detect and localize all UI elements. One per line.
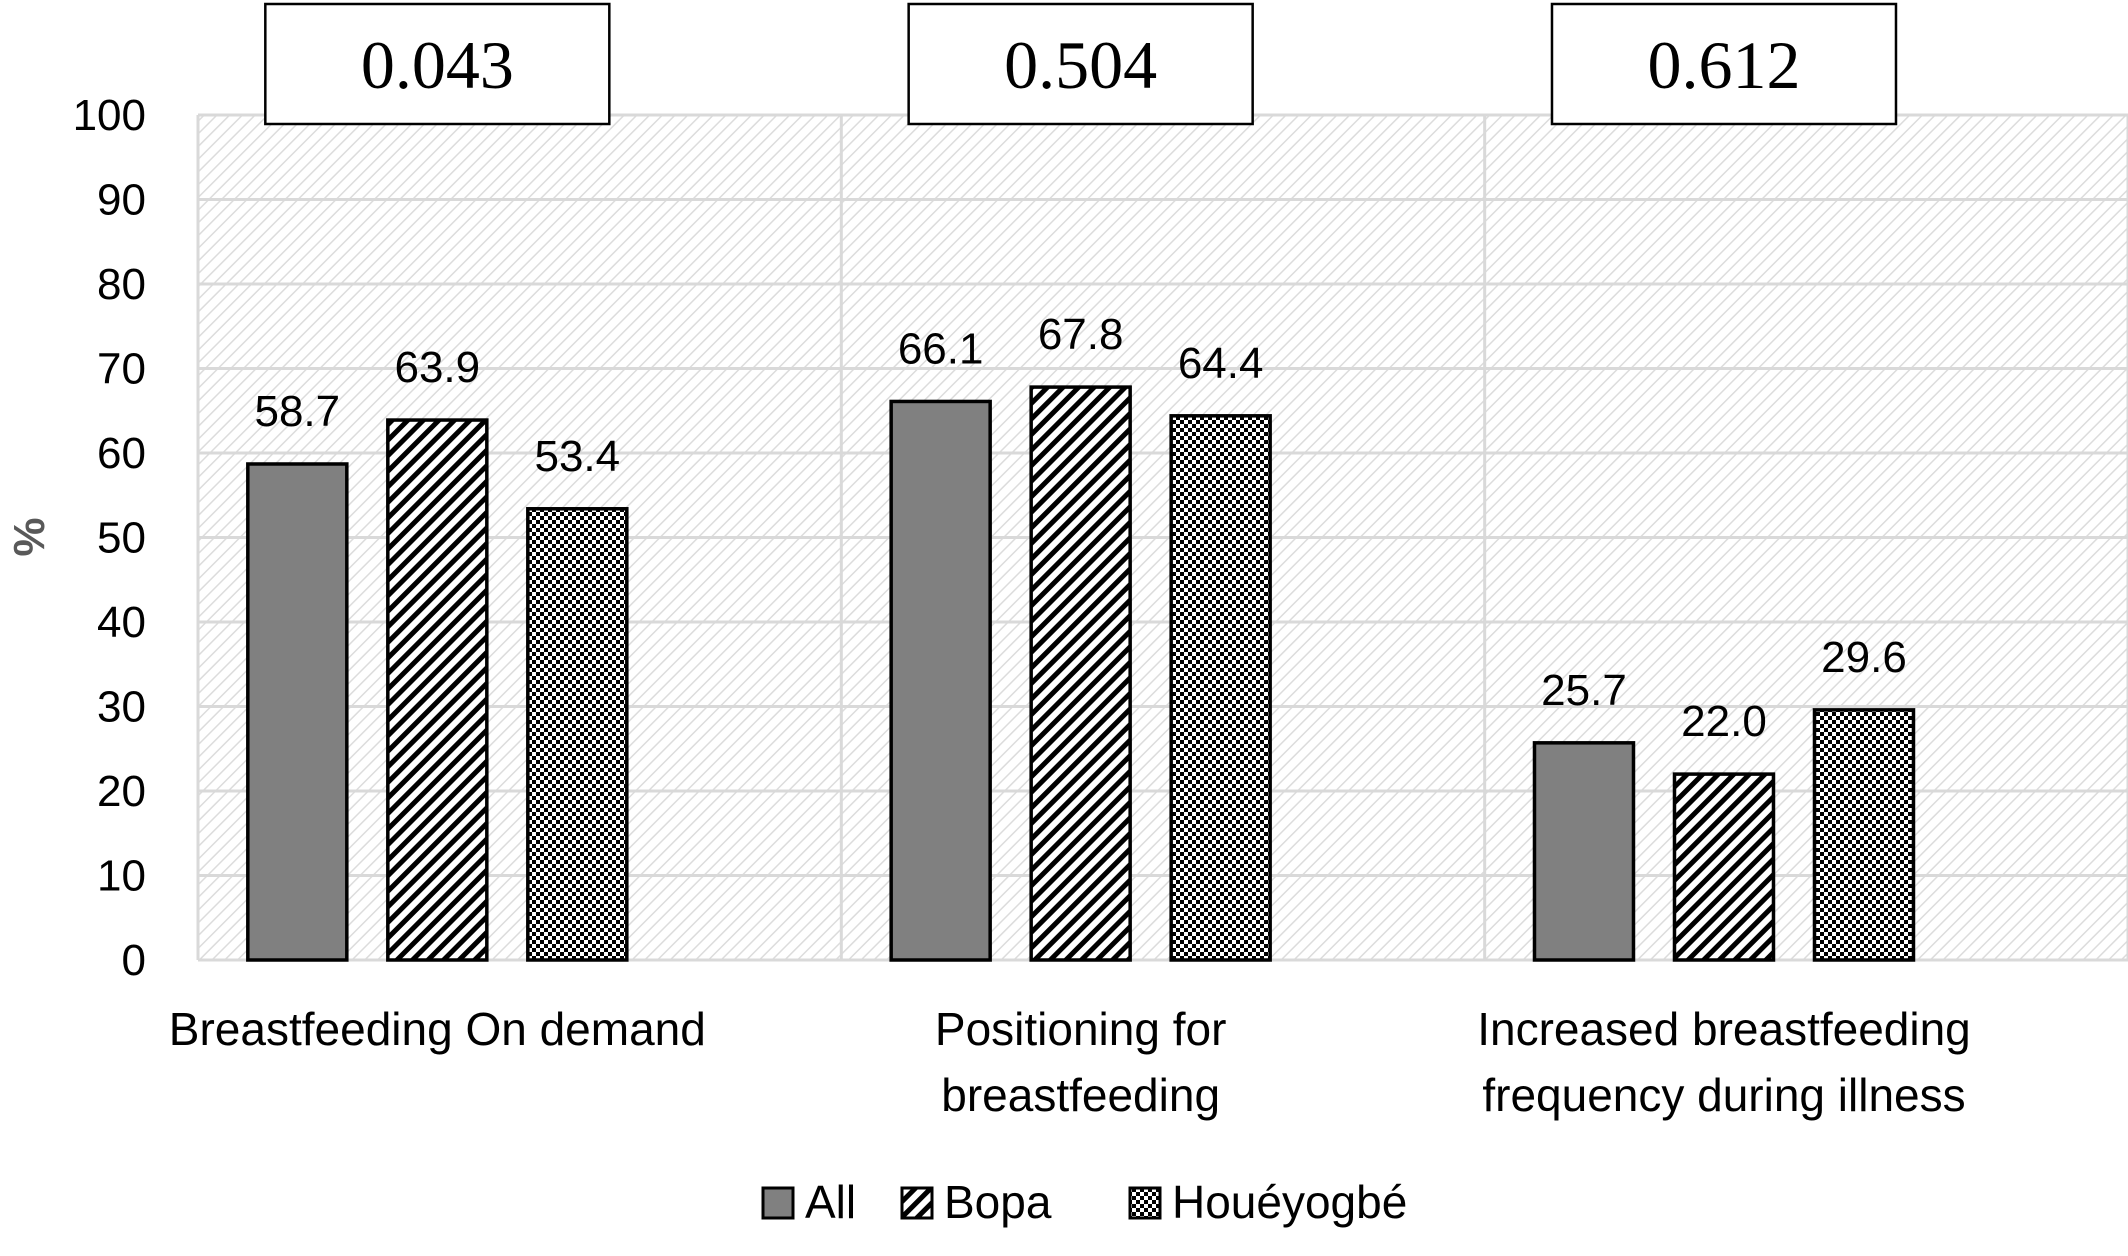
x-category-label: Breastfeeding On demand xyxy=(169,1003,706,1055)
bar-houyogb-3 xyxy=(1812,708,1916,962)
data-label: 63.9 xyxy=(394,343,480,392)
x-category-label: breastfeeding xyxy=(941,1069,1220,1121)
y-tick-label: 0 xyxy=(122,936,146,985)
data-label: 25.7 xyxy=(1541,666,1627,715)
x-category-label: frequency during illness xyxy=(1482,1069,1965,1121)
y-tick-label: 50 xyxy=(97,514,146,563)
data-label: 58.7 xyxy=(254,387,340,436)
p-value-text: 0.612 xyxy=(1647,27,1800,103)
y-tick-label: 100 xyxy=(73,91,146,140)
bar-all-1 xyxy=(246,462,349,962)
p-value-boxes: 0.043 0.504 0.612 xyxy=(264,2,1898,126)
y-tick-label: 40 xyxy=(97,598,146,647)
bar-bopa-2 xyxy=(1029,385,1132,962)
bar-bopa-3 xyxy=(1672,772,1776,962)
y-tick-label: 30 xyxy=(97,683,146,732)
y-tick-label: 90 xyxy=(97,176,146,225)
legend-swatch xyxy=(761,1186,795,1220)
data-label: 66.1 xyxy=(898,324,984,373)
data-label: 64.4 xyxy=(1178,339,1264,388)
data-label: 29.6 xyxy=(1821,633,1907,682)
legend-swatch xyxy=(1128,1186,1162,1220)
p-value-box xyxy=(1550,2,1898,126)
bars: 58.7 63.9 53.4 66.1 67.8 64.4 25.7 22.0 29.6 xyxy=(246,310,1916,962)
data-label: 53.4 xyxy=(534,432,620,481)
legend-label: All xyxy=(805,1176,856,1228)
y-tick-label: 60 xyxy=(97,429,146,478)
bar-bopa-1 xyxy=(386,418,489,962)
y-axis: 0 10 20 30 40 50 60 70 80 90 100% xyxy=(5,91,146,985)
p-value-box xyxy=(907,2,1254,126)
legend: All Bopa Houéyogbé xyxy=(761,1176,1407,1228)
bar-houyogb-2 xyxy=(1169,414,1272,962)
p-value-text: 0.043 xyxy=(361,27,514,103)
bar-houyogb-1 xyxy=(526,507,629,962)
p-value-text: 0.504 xyxy=(1004,27,1157,103)
x-category-label: Increased breastfeeding xyxy=(1477,1003,1971,1055)
x-category-label: Positioning for xyxy=(935,1003,1227,1055)
y-tick-label: 80 xyxy=(97,260,146,309)
legend-label: Houéyogbé xyxy=(1172,1176,1407,1228)
y-axis-title: % xyxy=(5,517,54,556)
y-tick-label: 10 xyxy=(97,852,146,901)
x-axis: Breastfeeding On demand Positioning for br… xyxy=(169,1003,1971,1121)
data-label: 67.8 xyxy=(1038,310,1124,359)
legend-label: Bopa xyxy=(944,1176,1052,1228)
y-tick-label: 20 xyxy=(97,767,146,816)
data-label: 22.0 xyxy=(1681,697,1767,746)
y-tick-label: 70 xyxy=(97,345,146,394)
bar-all-3 xyxy=(1532,741,1636,962)
bar-all-2 xyxy=(889,399,992,962)
p-value-box xyxy=(264,2,611,126)
legend-swatch xyxy=(900,1186,934,1220)
